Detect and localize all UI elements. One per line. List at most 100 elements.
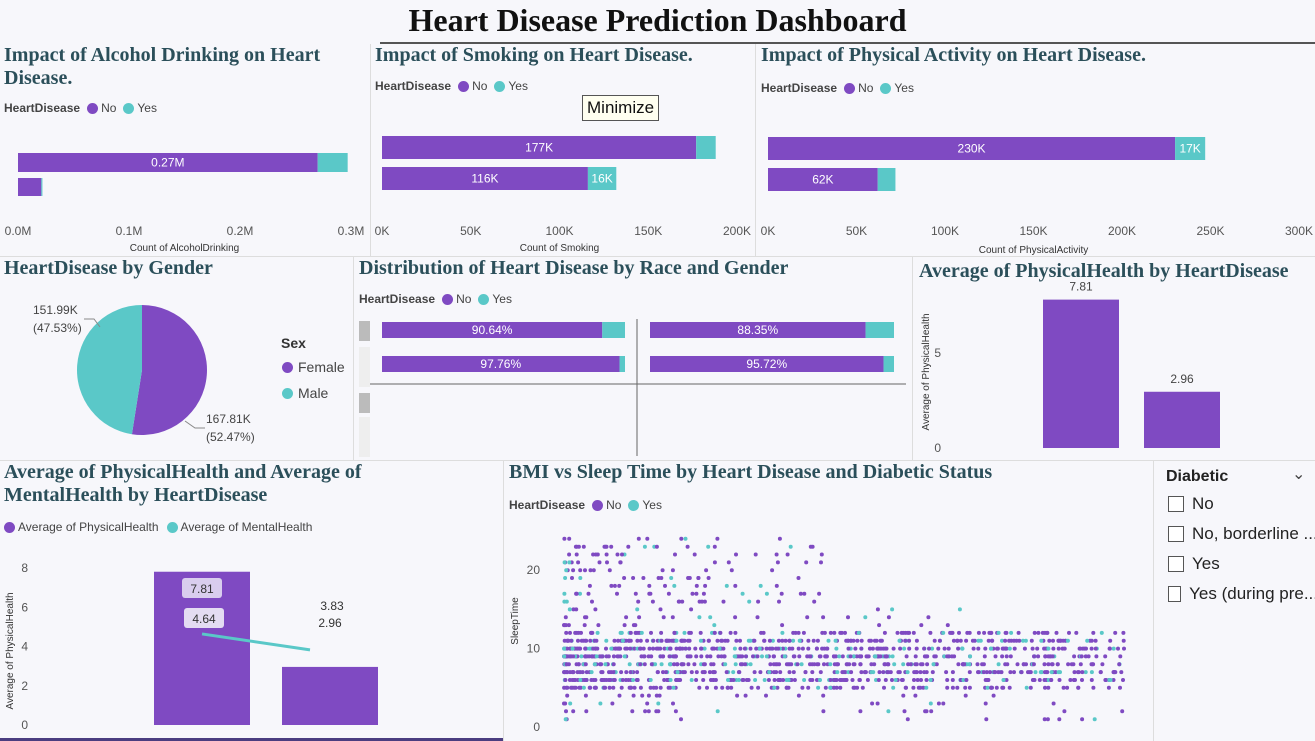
point-no (609, 544, 614, 549)
point-no (712, 630, 717, 635)
combo-panel[interactable]: Average of PhysicalHealth and Average of… (0, 461, 503, 738)
point-no (841, 678, 846, 682)
point-no (971, 646, 976, 651)
point-no (744, 654, 748, 659)
point-no (986, 638, 991, 643)
divider (912, 257, 913, 460)
gender-panel[interactable]: HeartDisease by Gender 167.81K (52.47%) 15… (0, 257, 353, 460)
point-no (867, 646, 872, 651)
point-no (599, 662, 604, 667)
point-no (875, 701, 880, 706)
point-no (711, 670, 716, 675)
point-no (995, 646, 999, 651)
point-yes (581, 685, 586, 690)
option-label: Yes (1192, 553, 1220, 573)
avgph-panel[interactable]: Average of PhysicalHealth by HeartDiseas… (913, 257, 1315, 460)
point-no (945, 623, 950, 628)
checkbox[interactable] (1168, 495, 1184, 512)
point-no (913, 654, 918, 659)
point-no (692, 662, 697, 667)
row-header-tab (359, 393, 370, 413)
point-no (1000, 654, 1005, 659)
scatter-panel[interactable]: BMI vs Sleep Time by Heart Disease and D… (504, 461, 1153, 741)
point-no (797, 654, 802, 659)
point-no (950, 685, 955, 690)
point-no (1069, 662, 1074, 667)
point-yes (648, 678, 653, 682)
alcohol-panel[interactable]: Impact of Alcohol Drinking on Heart Dise… (0, 44, 370, 256)
combo-title: Average of PhysicalHealth and Average of… (4, 461, 362, 506)
alcohol-legend: HeartDisease No Yes (4, 101, 157, 115)
point-no (655, 670, 660, 675)
race-panel[interactable]: Distribution of Heart Disease by Race an… (354, 257, 912, 460)
point-no (983, 646, 988, 651)
point-yes (1089, 670, 1094, 675)
point-no (607, 670, 611, 675)
point-no (878, 654, 883, 659)
point-yes (961, 678, 966, 682)
slicer-option-no-borderline[interactable]: No, borderline ... (1168, 524, 1315, 543)
activity-panel[interactable]: Impact of Physical Activity on Heart Dis… (756, 44, 1315, 256)
slicer-option-yes-pregnancy[interactable]: Yes (during pre... (1168, 584, 1315, 603)
legend-physical-dot (4, 521, 15, 533)
point-no (805, 615, 810, 620)
point-no (659, 630, 664, 635)
point-yes (791, 638, 796, 643)
point-no (641, 576, 646, 580)
point-no (641, 646, 646, 651)
point-no (659, 576, 664, 580)
point-no (715, 638, 720, 643)
point-no (568, 670, 573, 675)
point-yes (1046, 646, 1051, 651)
point-no (705, 685, 709, 690)
slicer-option-no[interactable]: No (1168, 494, 1315, 513)
bar-no (650, 356, 884, 372)
point-no (604, 678, 609, 682)
point-yes (782, 654, 787, 659)
slicer-option-yes[interactable]: Yes (1168, 554, 1315, 573)
point-yes (835, 670, 840, 675)
point-no (984, 670, 989, 675)
point-yes (697, 615, 702, 620)
point-no (822, 630, 827, 635)
bar-yes (883, 356, 894, 372)
checkbox[interactable] (1168, 555, 1184, 572)
point-no (791, 670, 796, 675)
point-no (1089, 638, 1094, 643)
point-no (617, 693, 622, 698)
chevron-down-icon[interactable]: ⌄ (1292, 466, 1306, 483)
checkbox[interactable] (1168, 585, 1182, 602)
point-no (673, 654, 678, 659)
point-no (1000, 685, 1005, 690)
point-no (612, 583, 617, 588)
point-yes (1000, 638, 1004, 643)
point-no (703, 583, 708, 588)
point-no (574, 591, 579, 596)
point-yes (834, 646, 839, 651)
point-yes (603, 662, 608, 667)
data-label: 3.83 (320, 599, 344, 613)
checkbox[interactable] (1168, 525, 1184, 542)
point-yes (619, 630, 624, 635)
point-no (607, 685, 612, 690)
point-no (824, 654, 829, 659)
point-no (946, 646, 951, 651)
point-no (924, 678, 929, 682)
diabetic-slicer[interactable]: Diabetic ⌄ No No, borderline ... Yes Yes… (1154, 461, 1315, 741)
point-no (851, 685, 856, 690)
point-no (957, 630, 961, 635)
point-no (858, 662, 863, 667)
point-no (818, 670, 823, 675)
point-no (777, 536, 782, 541)
point-no (694, 654, 699, 659)
point-no (593, 678, 598, 682)
bar-no (382, 167, 588, 190)
smoking-panel[interactable]: Impact of Smoking on Heart Disease. Hear… (371, 44, 755, 256)
point-no (1055, 662, 1060, 667)
point-yes (567, 607, 572, 612)
point-no (843, 630, 847, 635)
point-no (812, 599, 817, 604)
point-no (925, 662, 930, 667)
point-no (729, 685, 734, 690)
point-no (656, 709, 661, 714)
